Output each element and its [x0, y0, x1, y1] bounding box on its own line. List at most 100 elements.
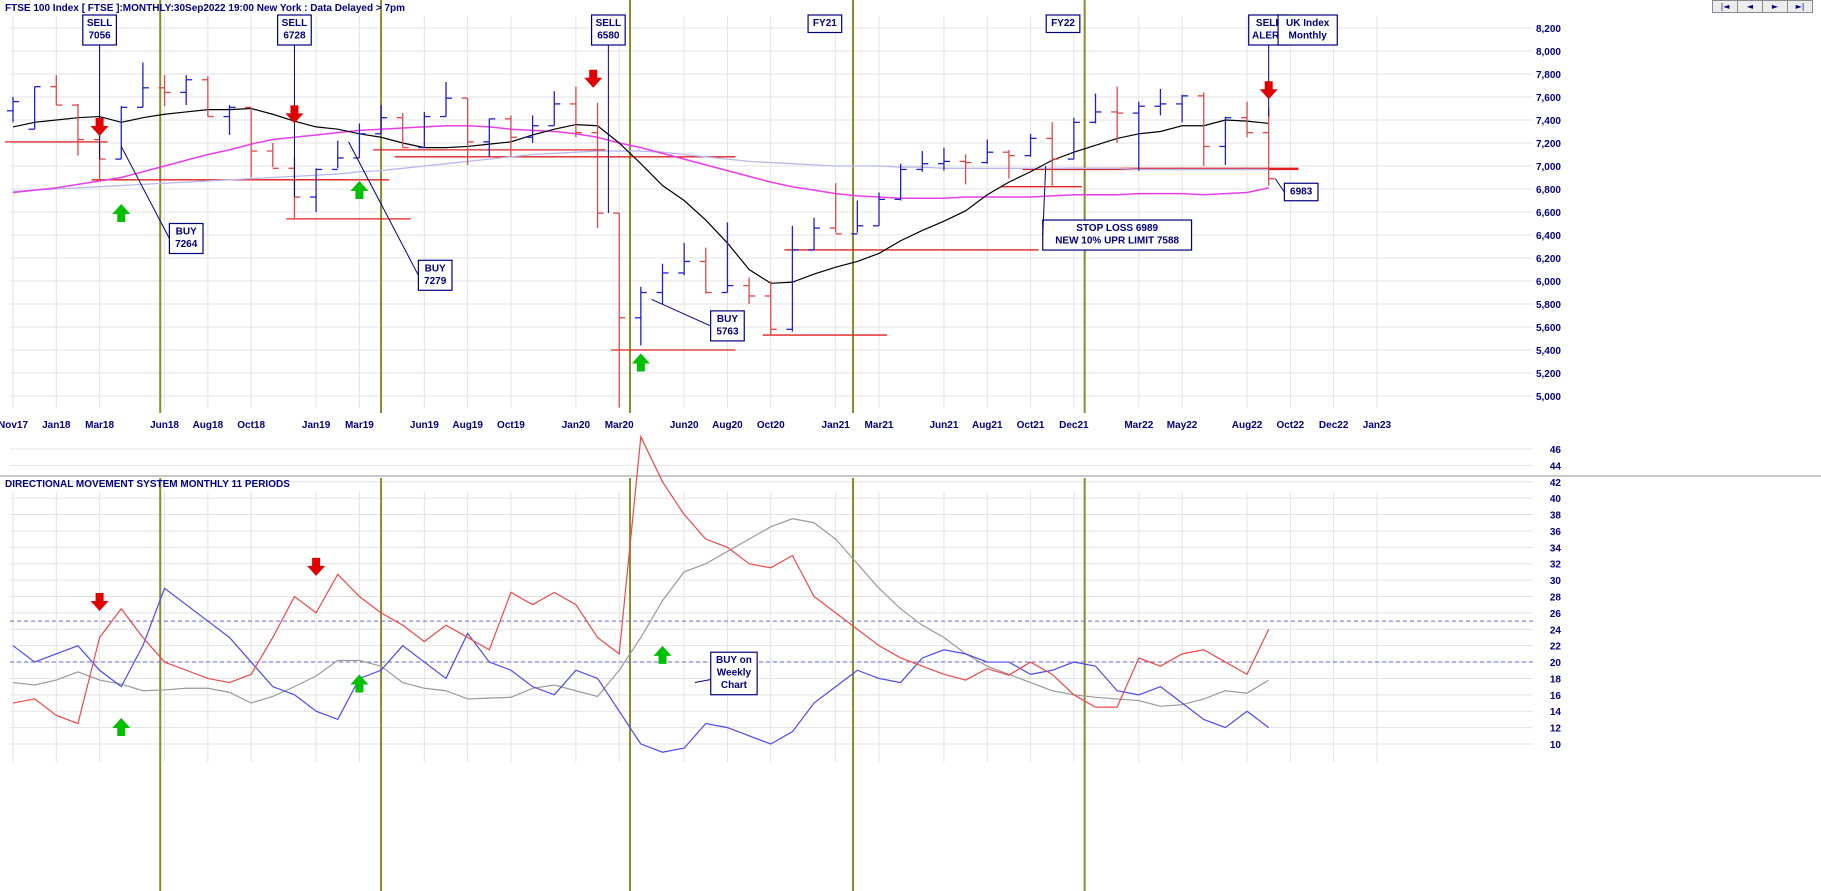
period-label: UK Index Monthly — [1277, 14, 1338, 46]
x-tick-label: Dec21 — [1059, 420, 1089, 431]
nav-last-button[interactable]: ►| — [1787, 0, 1813, 13]
price-y-tick-label: 5,800 — [1536, 300, 1561, 311]
sell-arrow-icon — [285, 105, 304, 124]
price-y-tick-label: 7,200 — [1536, 139, 1561, 150]
buy-arrow-icon — [112, 204, 131, 222]
period-label-frame — [1045, 14, 1081, 34]
dmi-y-tick-label: 10 — [1550, 740, 1562, 751]
ohlc-bar — [786, 225, 799, 332]
ohlc-bar — [613, 212, 626, 408]
buy-signal-box-text: 5763 — [716, 326, 739, 337]
buy-signal-box-text: Chart — [721, 680, 748, 691]
ohlc-bar — [158, 75, 171, 107]
dmi-y-tick-label: 36 — [1550, 527, 1562, 538]
ohlc-bar — [1067, 117, 1080, 160]
buy-signal-box-text: 7279 — [424, 276, 447, 287]
ohlc-bar — [1111, 86, 1124, 143]
x-tick-label: Mar18 — [85, 420, 114, 431]
ohlc-bar — [71, 103, 84, 156]
ohlc-bar — [916, 151, 929, 172]
x-tick-label: Mar20 — [605, 420, 634, 431]
ohlc-bar — [1197, 92, 1210, 166]
x-tick-label: Aug19 — [452, 420, 483, 431]
x-tick-label: Oct22 — [1276, 420, 1304, 431]
price-value-box: 6983 — [1283, 182, 1319, 202]
signal-connector — [348, 141, 419, 276]
nav-prev-button[interactable]: ◄ — [1737, 0, 1763, 13]
ohlc-bar — [1262, 108, 1275, 186]
dmi-grid — [10, 448, 1533, 762]
ohlc-bar — [1002, 149, 1015, 179]
black-moving-average-line — [12, 107, 1269, 284]
minus-di-line — [12, 434, 1270, 725]
ohlc-bar — [223, 105, 236, 135]
period-label: FY22 — [1045, 14, 1081, 34]
sell-signal-box-text: 7056 — [88, 31, 111, 42]
buy-arrow-icon — [350, 181, 369, 199]
buy-signal-box-text: STOP LOSS 6989 — [1076, 223, 1158, 234]
ohlc-bar — [50, 75, 63, 106]
buy-signal-box-text: BUY — [717, 314, 738, 325]
dmi-y-tick-label: 30 — [1550, 576, 1562, 587]
period-label-frame — [807, 14, 843, 34]
period-label-text: UK Index — [1286, 18, 1330, 29]
dmi-y-tick-label: 12 — [1550, 724, 1562, 735]
buy-signal-box-text: NEW 10% UPR LIMIT 7588 — [1055, 236, 1179, 247]
sell-arrow-icon — [584, 69, 603, 88]
ohlc-bar — [7, 97, 19, 123]
dmi-y-tick-label: 26 — [1550, 609, 1562, 620]
nav-first-button[interactable]: |◄ — [1712, 0, 1738, 13]
ohlc-bar — [569, 86, 582, 138]
buy-signal-box-text: BUY — [176, 227, 197, 238]
x-tick-label: Jan21 — [822, 420, 851, 431]
price-value-box-text: 6983 — [1290, 186, 1313, 197]
x-tick-label: Aug22 — [1232, 420, 1263, 431]
price-y-tick-label: 6,000 — [1536, 277, 1561, 288]
ohlc-bar — [440, 82, 452, 118]
sell-signal-box-frame — [590, 14, 626, 46]
buy-arrow-icon — [653, 645, 672, 664]
signal-connector — [694, 679, 711, 684]
ohlc-bar — [1089, 93, 1102, 124]
x-tick-label: Oct20 — [757, 420, 785, 431]
x-tick-label: Nov17 — [0, 420, 28, 431]
buy-signal-box-frame — [710, 310, 745, 342]
signal-connector — [1274, 178, 1285, 193]
price-y-axis: 5,000 5,200 5,400 5,600 5,800 6,000 6,200 6,400… — [1536, 24, 1561, 403]
price-annotations: SELL 7056 SELL 6728 SELL 6580 SELL ALERT FY21 FY2… — [82, 14, 1338, 372]
sell-arrow-icon — [90, 593, 109, 612]
ohlc-bar — [829, 183, 842, 235]
sell-signal-box: SELL 6728 — [277, 14, 312, 46]
ohlc-bar — [1154, 88, 1167, 116]
sell-signal-box-text: SELL — [282, 18, 308, 29]
dmi-y-axis: 10 12 14 16 18 20 22 24 26 28 30 32 34 36 38 40 42 44 46 — [1550, 445, 1562, 751]
ohlc-bar — [1176, 94, 1189, 123]
sell-arrow-icon — [307, 557, 326, 576]
adx-line — [12, 518, 1270, 707]
ohlc-bar — [1241, 101, 1254, 138]
dmi-y-tick-label: 34 — [1550, 543, 1562, 554]
dmi-y-tick-label: 18 — [1550, 674, 1562, 685]
nav-next-button[interactable]: ► — [1762, 0, 1788, 13]
ohlc-bar — [245, 106, 258, 178]
ohlc-bar — [721, 222, 734, 294]
dmi-y-tick-label: 40 — [1550, 494, 1562, 505]
ohlc-bar — [396, 113, 409, 149]
x-tick-label: Jun20 — [670, 420, 699, 431]
ohlc-bar — [959, 154, 972, 185]
dmi-lines — [10, 434, 1533, 753]
ohlc-bar — [504, 115, 517, 157]
buy-signal-box-frame — [710, 651, 758, 696]
x-tick-label: Aug20 — [712, 420, 743, 431]
price-y-tick-label: 7,000 — [1536, 162, 1561, 173]
signal-connector — [1042, 165, 1047, 236]
price-y-tick-label: 8,000 — [1536, 47, 1561, 58]
magenta-moving-average-line — [12, 125, 1269, 199]
ohlc-bar — [483, 118, 496, 157]
ohlc-bar — [1132, 101, 1145, 171]
buy-arrow-icon — [631, 353, 650, 372]
price-y-tick-label: 6,600 — [1536, 208, 1561, 219]
ohlc-bar — [353, 123, 366, 159]
price-y-tick-label: 8,200 — [1536, 24, 1561, 35]
